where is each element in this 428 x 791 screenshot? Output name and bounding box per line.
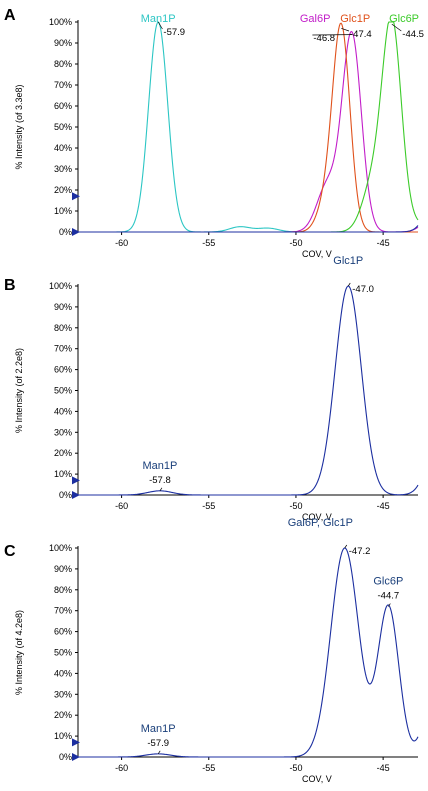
y-tick-label: 0% <box>59 752 72 762</box>
series-line <box>78 285 419 496</box>
peak-value-label: -57.8 <box>149 475 171 486</box>
panel-label: B <box>4 277 16 294</box>
y-tick-label: 60% <box>54 365 72 375</box>
axis-marker-icon <box>72 738 80 747</box>
y-tick-label: 20% <box>54 185 72 195</box>
peak-value-label: -44.7 <box>378 591 400 602</box>
peak-value-label: -47.2 <box>349 546 371 557</box>
x-tick-label: -60 <box>115 501 128 511</box>
peak-value-leader <box>347 282 351 287</box>
peak-name-label: Glc6P <box>389 13 419 25</box>
x-axis-label: COV, V <box>302 249 332 259</box>
y-tick-label: 90% <box>54 564 72 574</box>
y-axis-label: % Intensity (of 3.3e8) <box>14 84 24 169</box>
panel-label: A <box>4 7 16 24</box>
y-tick-label: 50% <box>54 386 72 396</box>
peak-value-leader <box>159 487 163 492</box>
y-tick-label: 20% <box>54 710 72 720</box>
peak-value-label: -57.9 <box>147 738 169 749</box>
y-tick-label: 30% <box>54 689 72 699</box>
y-tick-label: 20% <box>54 448 72 458</box>
y-tick-label: 70% <box>54 606 72 616</box>
x-tick-label: -55 <box>202 763 215 773</box>
y-tick-label: 40% <box>54 668 72 678</box>
y-tick-label: 60% <box>54 101 72 111</box>
series-line-glc1p <box>78 22 418 233</box>
x-tick-label: -50 <box>289 238 302 248</box>
y-tick-label: 10% <box>54 469 72 479</box>
y-tick-label: 50% <box>54 648 72 658</box>
y-tick-label: 80% <box>54 585 72 595</box>
peak-name-label: Man1P <box>141 13 176 25</box>
peak-name-label: Man1P <box>141 723 176 735</box>
x-tick-label: -45 <box>377 763 390 773</box>
y-tick-label: 50% <box>54 122 72 132</box>
axis-marker-icon <box>72 491 80 499</box>
panel-label: C <box>4 543 16 560</box>
x-tick-label: -60 <box>115 763 128 773</box>
axis-marker-icon <box>72 753 80 761</box>
y-tick-label: 10% <box>54 731 72 741</box>
axis-marker-icon <box>72 476 80 485</box>
series-line-man1p <box>78 21 418 233</box>
peak-value-leader <box>391 23 402 32</box>
y-tick-label: 90% <box>54 302 72 312</box>
peak-value-label: -47.0 <box>352 284 374 295</box>
y-tick-label: 80% <box>54 59 72 69</box>
peak-name-label: Gal6P <box>300 13 331 25</box>
y-tick-label: 30% <box>54 427 72 437</box>
peak-value-label: -46.8 <box>313 33 335 44</box>
peak-value-leader <box>341 27 350 32</box>
series-line <box>78 547 419 758</box>
x-tick-label: -45 <box>377 501 390 511</box>
chart-panel-C: C 0% 10% 20% 30% 40% 50% 60% 70% 80% 90% 100% -60 -55… <box>4 517 428 784</box>
y-tick-label: 30% <box>54 164 72 174</box>
peak-name-label: Man1P <box>143 460 178 472</box>
y-tick-label: 40% <box>54 143 72 153</box>
y-tick-label: 100% <box>49 17 72 27</box>
y-tick-label: 60% <box>54 627 72 637</box>
peak-name-label: Glc1P <box>333 255 363 267</box>
peak-value-leader <box>344 544 348 549</box>
peak-value-label: -44.5 <box>402 29 424 40</box>
y-axis-label: % Intensity (of 4.2e8) <box>14 610 24 695</box>
y-tick-label: 0% <box>59 227 72 237</box>
axis-marker-icon <box>72 192 80 201</box>
y-tick-label: 70% <box>54 344 72 354</box>
x-tick-label: -50 <box>289 763 302 773</box>
x-tick-label: -55 <box>202 238 215 248</box>
axis-marker-icon <box>72 228 80 236</box>
x-tick-label: -45 <box>377 238 390 248</box>
x-axis-label: COV, V <box>302 512 332 522</box>
peak-name-label: Glc6P <box>373 576 403 588</box>
peak-name-label: Glc1P <box>340 13 370 25</box>
y-tick-label: 80% <box>54 323 72 333</box>
peak-value-leader <box>157 750 161 755</box>
chart-panel-A: A 0% 10% 20% 30% 40% 50% 60% 70% 80% 90% 100% -60 -55… <box>4 7 424 259</box>
x-tick-label: -60 <box>115 238 128 248</box>
series-line-gal6p <box>78 30 419 233</box>
peak-value-leader <box>388 603 391 607</box>
x-axis-label: COV, V <box>302 774 332 784</box>
y-tick-label: 10% <box>54 206 72 216</box>
y-tick-label: 100% <box>49 281 72 291</box>
x-tick-label: -50 <box>289 501 302 511</box>
peak-value-label: -57.9 <box>163 27 185 38</box>
y-tick-label: 90% <box>54 38 72 48</box>
series-line-glc6p <box>78 21 419 233</box>
peak-value-label: -47.4 <box>350 29 372 40</box>
y-tick-label: 70% <box>54 80 72 90</box>
peak-name-label: Gal6P, Glc1P <box>288 517 353 529</box>
chart-panel-B: B 0% 10% 20% 30% 40% 50% 60% 70% 80% 90% 100% -60 -55… <box>4 255 419 522</box>
y-tick-label: 0% <box>59 490 72 500</box>
x-tick-label: -55 <box>202 501 215 511</box>
series-line-fru6p <box>78 225 419 233</box>
y-tick-label: 40% <box>54 406 72 416</box>
peak-value-leader <box>157 21 163 30</box>
y-axis-label: % Intensity (of 2.2e8) <box>14 348 24 433</box>
y-tick-label: 100% <box>49 543 72 553</box>
